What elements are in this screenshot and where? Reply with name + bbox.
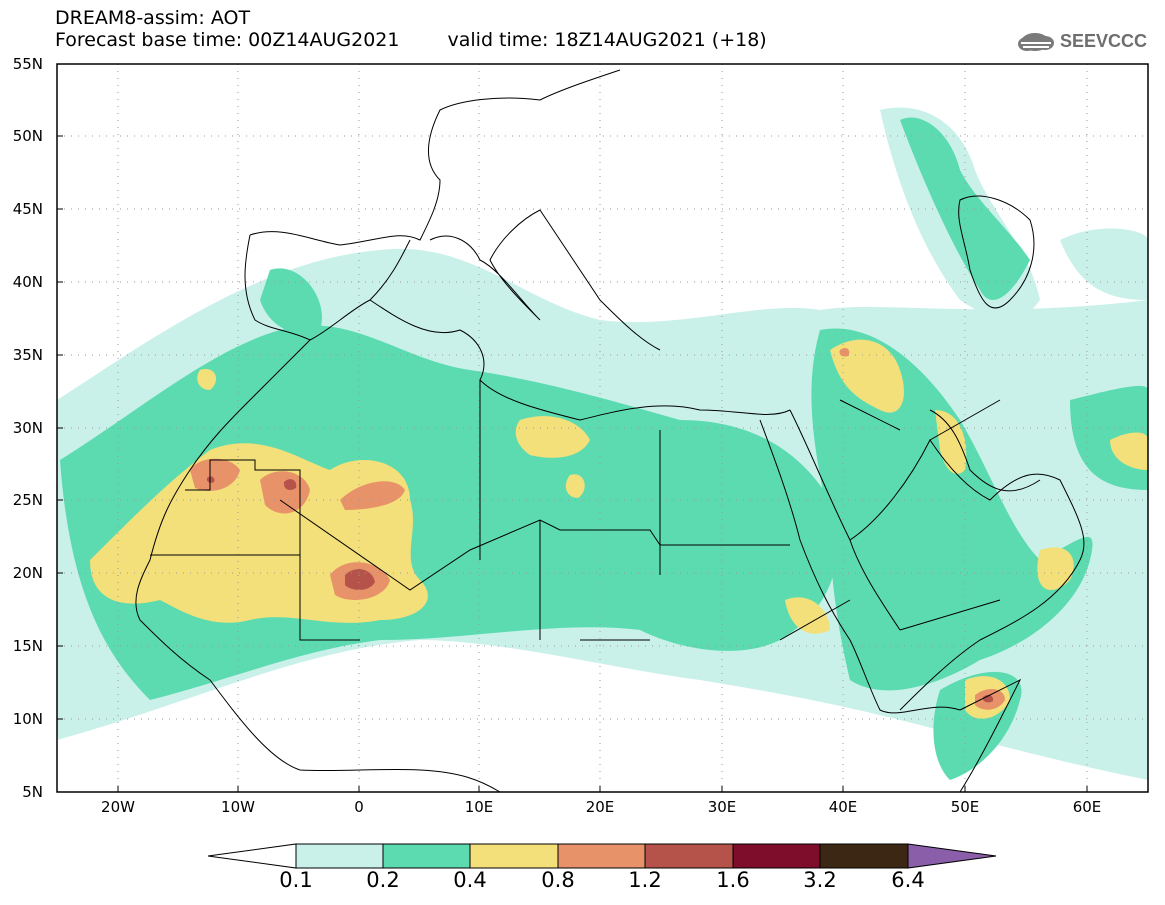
colorbar-low-arrow: [207, 843, 297, 869]
colorbar-label-0.4: 0.4: [453, 868, 487, 892]
colorbar-label-0.1: 0.1: [279, 868, 313, 892]
colorbar-bin-7: [819, 843, 909, 869]
coastlines: [135, 69, 1085, 792]
lat-label-15n: 15N: [12, 637, 43, 655]
colorbar-high-arrow: [907, 843, 997, 869]
lat-label-30n: 30N: [12, 419, 43, 437]
logo-text: SEEVCCC: [1060, 31, 1147, 51]
grid-lines: [57, 64, 1148, 792]
seevccc-logo: SEEVCCC: [1018, 31, 1147, 51]
forecast-times: Forecast base time: 00Z14AUG2021 valid ti…: [55, 30, 767, 50]
lon-label-50e: 50E: [950, 798, 980, 816]
africa-coast: [135, 299, 791, 792]
aot-field: [57, 107, 1148, 781]
lon-label-20w: 20W: [101, 798, 135, 816]
colorbar-label-3.2: 3.2: [803, 868, 837, 892]
lon-label-10w: 10W: [221, 798, 255, 816]
colorbar-label-0.2: 0.2: [366, 868, 400, 892]
base-time: Forecast base time: 00Z14AUG2021: [55, 29, 400, 51]
colorbar-label-6.4: 6.4: [891, 868, 925, 892]
colorbar-bin-5: [644, 843, 734, 869]
cloud-icon: [1018, 33, 1054, 51]
caspian-coast: [958, 195, 1035, 309]
colorbar-label-1.2: 1.2: [628, 868, 662, 892]
lon-label-10e: 10E: [464, 798, 494, 816]
lat-label-25n: 25N: [12, 491, 43, 509]
colorbar-bin-1: [295, 843, 384, 869]
colorbar-label-1.6: 1.6: [716, 868, 750, 892]
aot-band-0.8: [190, 347, 1005, 710]
lat-label-55n: 55N: [12, 55, 43, 73]
europe-coast: [249, 69, 661, 351]
map-title: DREAM8-assim: AOT: [55, 7, 251, 29]
colorbar-bin-6: [732, 843, 821, 869]
lat-label-35n: 35N: [12, 346, 43, 364]
colorbar-bin-3: [469, 843, 559, 869]
lon-label-40e: 40E: [828, 798, 858, 816]
colorbar-bin-4: [557, 843, 646, 869]
lon-label-20e: 20E: [585, 798, 615, 816]
lat-label-45n: 45N: [12, 200, 43, 218]
borders: [150, 380, 1001, 641]
horn-coast: [959, 678, 1022, 792]
valid-time: valid time: 18Z14AUG2021 (+18): [447, 29, 767, 51]
persian-gulf-coast: [929, 409, 1041, 492]
lon-label-30e: 30E: [707, 798, 737, 816]
colorbar-label-0.8: 0.8: [541, 868, 575, 892]
lat-label-20n: 20N: [12, 564, 43, 582]
lon-label-60e: 60E: [1072, 798, 1102, 816]
arabia-coast: [849, 439, 1085, 711]
lat-label-40n: 40N: [12, 273, 43, 291]
lat-label-50n: 50N: [12, 127, 43, 145]
lat-label-5n: 5N: [22, 783, 43, 801]
lat-label-10n: 10N: [12, 710, 43, 728]
axis-ticks: [57, 63, 1088, 793]
colorbar-bin-2: [382, 843, 471, 869]
lon-label-0: 0: [354, 798, 364, 816]
